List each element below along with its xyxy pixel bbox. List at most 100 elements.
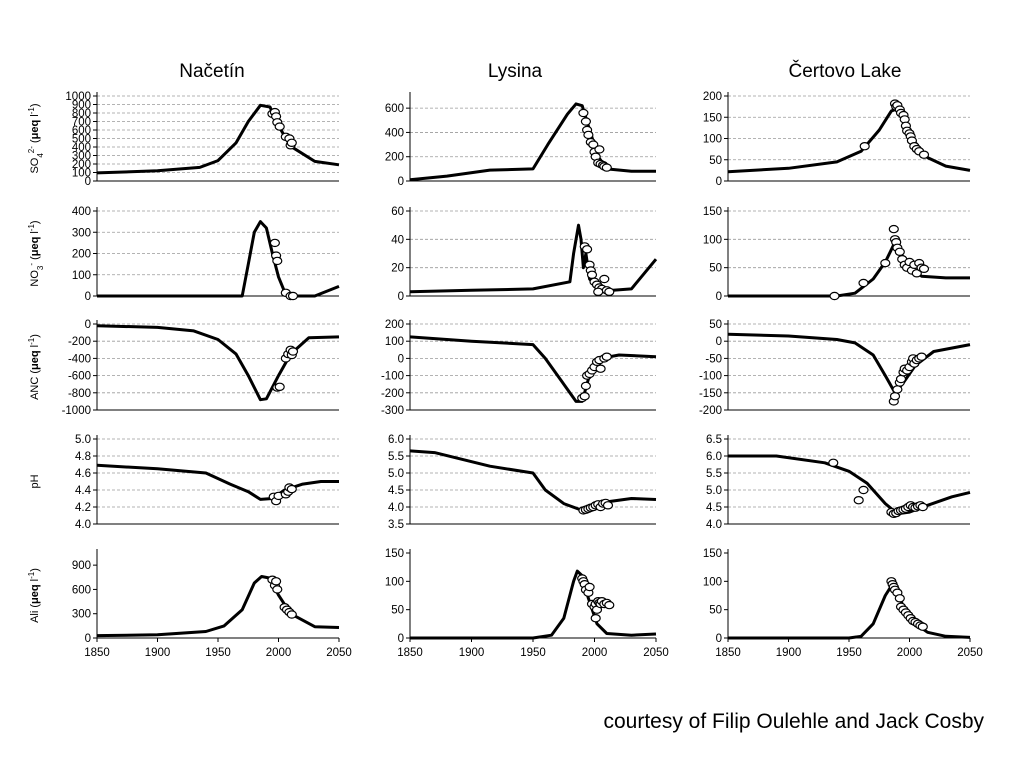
y-tick-label: 500 [72,134,91,146]
observed-point [286,484,297,494]
observed-point [272,256,283,266]
y-tick-label: -1000 [62,405,91,417]
y-tick-label: 200 [72,159,91,171]
panel-anc-certovo-lake: 50 0 -50 -100 -150 -200 [699,319,971,417]
observed-point [586,270,598,279]
x-tick-label: 2000 [582,647,608,659]
y-tick-label: 4.0 [388,502,404,514]
y-axis-label-ph: pH [29,474,41,488]
y-tick-label: -50 [705,353,722,365]
observed-point [579,392,590,401]
panel-ali-lysina: 0 50 100 150 1850 1900 1950 2000 2050 [385,548,669,659]
y-tick-label: 60 [391,206,404,218]
model-line-so4-nacetin [96,103,340,175]
y-tick-label: -800 [68,388,91,400]
y-tick-label: 0 [85,291,91,303]
x-tick-label: 1950 [836,647,862,659]
y-tick-label: 20 [391,263,404,275]
y-tick-label: 100 [703,134,722,146]
y-tick-label: -200 [381,388,404,400]
observed-point [859,141,870,151]
observed-point [828,458,839,467]
y-tick-label: -600 [68,371,91,383]
y-tick-label: 0 [716,633,722,645]
model-line-ali-lysina [410,569,657,640]
y-tick-label: 0 [398,633,404,645]
y-tick-label: 4.0 [706,519,722,531]
panel-ph-lysina: 6.0 5.5 5.0 4.5 4.0 3.5 [388,434,657,531]
y-tick-label: 5.5 [706,468,722,480]
observed-point [593,287,604,296]
observed-point [918,264,930,273]
observed-point [269,238,280,248]
model-line-no3-lysina [409,223,658,294]
observed-point [888,224,899,234]
model-line-anc-nacetin [96,324,340,402]
panel-no3-lysina: 0 20 40 60 [391,206,658,303]
y-tick-label: 900 [72,560,91,572]
observed-point [917,502,928,512]
y-tick-label: 50 [391,605,404,617]
panel-ali-nacetin: 0 300 600 900 1850 1900 1950 2000 2050 Ali (μeq l… [27,549,352,659]
model-line-so4-certovo-lake [727,107,971,174]
x-tick-label: 2050 [326,647,352,659]
y-axis-label-so4: SO42- (μeq l-1) [27,103,45,173]
x-tick-label: 1950 [520,647,546,659]
observed-point [580,381,592,391]
panel-anc-lysina: 200 100 0 -100 -200 -300 [381,319,657,417]
y-tick-label: 0 [398,291,404,303]
y-axis-label-ali: Ali (μeq l-1) [27,568,42,623]
observed-point [604,287,615,296]
observed-point [916,352,927,361]
y-tick-label: 150 [703,206,722,218]
observed-point [601,352,612,361]
observed-point [590,614,601,623]
y-tick-label: -400 [68,353,91,365]
observed-point [580,117,592,126]
observed-point [274,382,285,391]
observed-point [286,138,297,147]
panel-ph-certovo-lake: 6.5 6.0 5.5 5.0 4.5 4.0 [706,434,971,531]
observed-point [274,122,285,131]
observed-point [272,585,283,594]
panel-ph-nacetin: 5.0 4.8 4.6 4.4 4.2 4.0 pH [29,434,339,531]
y-tick-label: 150 [703,548,722,560]
y-tick-label: 4.0 [75,519,91,531]
x-tick-label: 1900 [459,647,485,659]
y-tick-label: 800 [72,108,91,120]
y-tick-label: 0 [398,176,404,188]
y-tick-label: 150 [703,112,722,124]
y-tick-label: 0 [716,291,722,303]
x-tick-label: 2050 [643,647,669,659]
y-tick-label: 0 [85,319,91,331]
credit-text: courtesy of Filip Oulehle and Jack Cosby [603,710,984,733]
y-tick-label: -100 [699,371,722,383]
y-tick-label: 0 [85,176,91,188]
y-tick-label: 100 [703,576,722,588]
observed-point [581,245,593,254]
observed-point [287,291,299,301]
observed-point [880,258,891,268]
y-tick-label: 4.6 [75,468,91,480]
column-title-certovo-lake: Čertovo Lake [788,60,901,82]
y-tick-label: 5.0 [388,468,404,480]
observed-point [894,594,905,603]
y-tick-label: 900 [72,100,91,112]
y-tick-label: 100 [703,234,722,246]
model-line-anc-lysina [409,335,657,403]
y-tick-label: 300 [72,227,91,239]
y-tick-label: 6.0 [706,451,722,463]
x-tick-label: 2050 [957,647,983,659]
y-tick-label: 300 [72,609,91,621]
x-tick-label: 1850 [397,647,423,659]
y-tick-label: 100 [72,270,91,282]
observed-point [595,364,606,373]
y-tick-label: 5.5 [388,451,404,463]
y-tick-label: -150 [699,388,722,400]
y-tick-label: 50 [709,263,722,275]
observed-point [578,108,589,118]
y-tick-label: -200 [699,405,722,417]
model-line-ali-nacetin [96,575,340,638]
y-tick-label: 600 [72,125,91,137]
